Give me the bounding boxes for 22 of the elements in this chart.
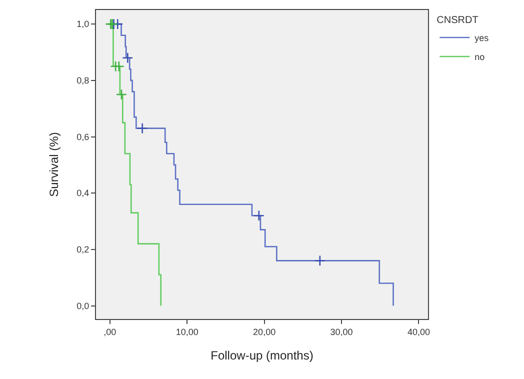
legend-label: no — [474, 52, 485, 62]
x-tick-label: 20,00 — [253, 326, 276, 337]
y-tick-label: 0,8 — [76, 76, 90, 86]
y-tick-label: 0,2 — [76, 244, 90, 255]
y-tick-label: 1,0 — [76, 19, 90, 30]
legend-label: yes — [474, 33, 490, 44]
point — [116, 88, 128, 100]
y-axis-title: Survival (%) — [46, 132, 61, 197]
point — [113, 60, 124, 72]
x-tick-label: 40,00 — [407, 326, 430, 337]
x-tick-label: 30,00 — [330, 326, 353, 337]
y-tick-label: 0,0 — [76, 300, 90, 311]
x-tick-label: 10,00 — [176, 326, 198, 337]
y-tick-label: 0,4 — [76, 188, 90, 198]
point — [253, 210, 264, 222]
point — [314, 255, 326, 266]
y-tick-label: 0,6 — [76, 132, 90, 142]
point — [136, 122, 148, 134]
legend-title: CNSRDT — [436, 15, 478, 26]
point — [122, 52, 134, 64]
x-tick-label: ,00 — [104, 326, 116, 337]
x-axis-title: Follow-up (months) — [210, 348, 314, 363]
